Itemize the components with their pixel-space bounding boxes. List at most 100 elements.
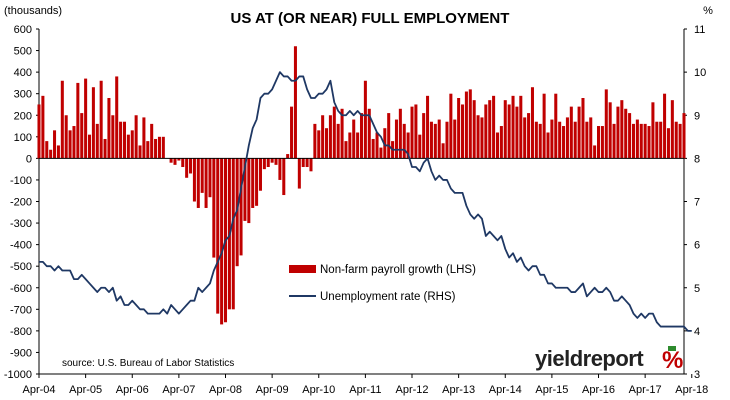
payroll-bar — [624, 108, 628, 159]
x-tick-label: Apr-06 — [116, 384, 149, 396]
payroll-bar — [449, 93, 453, 159]
payroll-bar — [651, 102, 655, 159]
payroll-bar — [126, 134, 130, 159]
payroll-bar — [558, 121, 562, 159]
payroll-bar — [604, 89, 608, 159]
right-axis-unit-label: % — [703, 5, 713, 17]
x-tick-label: Apr-08 — [209, 384, 242, 396]
payroll-bar — [554, 93, 558, 159]
payroll-bar — [119, 121, 123, 159]
payroll-bar — [577, 106, 581, 159]
payroll-bar — [196, 158, 200, 208]
payroll-bar — [530, 87, 534, 159]
payroll-bar — [290, 106, 294, 159]
right-tick-label: 9 — [694, 110, 700, 122]
payroll-bar — [251, 158, 255, 208]
left-tick-label: 400 — [14, 67, 32, 79]
payroll-bar — [270, 158, 274, 163]
payroll-bar — [527, 113, 531, 159]
unemployment-line — [39, 71, 692, 332]
left-tick-label: 300 — [14, 89, 32, 101]
payroll-bar — [45, 141, 49, 159]
legend-swatch-payroll — [289, 265, 316, 273]
payroll-bar — [511, 95, 515, 159]
left-tick-label: 100 — [14, 132, 32, 144]
payroll-bar — [581, 98, 585, 159]
payroll-bar — [243, 158, 247, 221]
payroll-bar — [426, 95, 430, 159]
x-axis: Apr-04 Apr-05 Apr-06 Apr-07 Apr-08 Apr-09 Apr-… — [22, 373, 708, 396]
payroll-bar — [344, 141, 348, 159]
payroll-bar — [150, 123, 154, 159]
x-tick-label: Apr-09 — [256, 384, 289, 396]
payroll-bar — [332, 106, 336, 159]
right-tick-label: 6 — [694, 240, 700, 252]
payroll-bar — [663, 93, 667, 159]
right-tick-label: 10 — [694, 67, 706, 79]
payroll-bar — [453, 119, 457, 159]
payroll-bar — [76, 82, 80, 159]
payroll-bar — [379, 147, 383, 159]
payroll-bar — [538, 123, 542, 159]
payroll-bar — [659, 121, 663, 159]
payroll-bar — [231, 158, 235, 310]
payroll-bar — [628, 113, 632, 159]
payroll-bar — [103, 138, 107, 159]
payroll-bar — [274, 158, 278, 165]
payroll-bar — [674, 121, 678, 159]
payroll-bar — [410, 106, 414, 159]
x-tick-label: Apr-04 — [22, 384, 55, 396]
left-tick-label: 600 — [14, 24, 32, 36]
payroll-bar — [111, 115, 115, 159]
payroll-bar — [507, 104, 511, 159]
payroll-bar — [146, 141, 150, 159]
payroll-bar — [130, 130, 134, 159]
payroll-bar — [472, 100, 476, 159]
payroll-bar — [468, 89, 472, 159]
payroll-bar — [534, 121, 538, 159]
payroll-bar — [562, 126, 566, 159]
left-tick-label: -900 — [10, 347, 32, 359]
payroll-bar — [608, 102, 612, 159]
left-tick-label: -300 — [10, 218, 32, 230]
payroll-bar — [258, 158, 262, 191]
payroll-bar — [328, 115, 332, 159]
payroll-bar — [476, 115, 480, 159]
left-tick-label: 0 — [26, 153, 32, 165]
payroll-bar — [593, 145, 597, 159]
payroll-bar — [635, 119, 639, 159]
payroll-bar — [429, 121, 433, 159]
payroll-bar — [301, 158, 305, 168]
right-tick-label: 8 — [694, 153, 700, 165]
payroll-bar — [208, 158, 212, 198]
payroll-bar — [406, 132, 410, 159]
legend: Non-farm payroll growth (LHS) Unemployme… — [289, 264, 476, 303]
payroll-bar — [394, 119, 398, 159]
x-tick-label: Apr-07 — [162, 384, 195, 396]
payroll-bar — [631, 123, 635, 159]
payroll-bar — [682, 113, 686, 159]
payroll-bar — [402, 123, 406, 159]
payroll-bar — [600, 126, 604, 159]
right-tick-label: 7 — [694, 197, 700, 209]
payroll-bar — [154, 138, 158, 159]
left-tick-label: 500 — [14, 46, 32, 58]
payroll-bar — [161, 136, 165, 159]
payroll-bar — [375, 132, 379, 159]
payroll-bar — [177, 158, 181, 161]
payroll-bar — [367, 108, 371, 159]
payroll-bar — [414, 104, 418, 159]
payroll-bar — [173, 158, 177, 165]
left-tick-label: -1000 — [4, 369, 32, 381]
payroll-bar — [597, 126, 601, 159]
payroll-bar — [247, 158, 251, 224]
payroll-bar — [670, 100, 674, 159]
payroll-bar — [37, 104, 41, 159]
payroll-bar — [484, 104, 488, 159]
x-tick-label: Apr-05 — [69, 384, 102, 396]
payroll-bar — [565, 117, 569, 159]
payroll-bar — [480, 117, 484, 159]
x-tick-label: Apr-11 — [349, 384, 381, 396]
payroll-bar — [189, 158, 193, 174]
payroll-bar — [325, 128, 329, 159]
